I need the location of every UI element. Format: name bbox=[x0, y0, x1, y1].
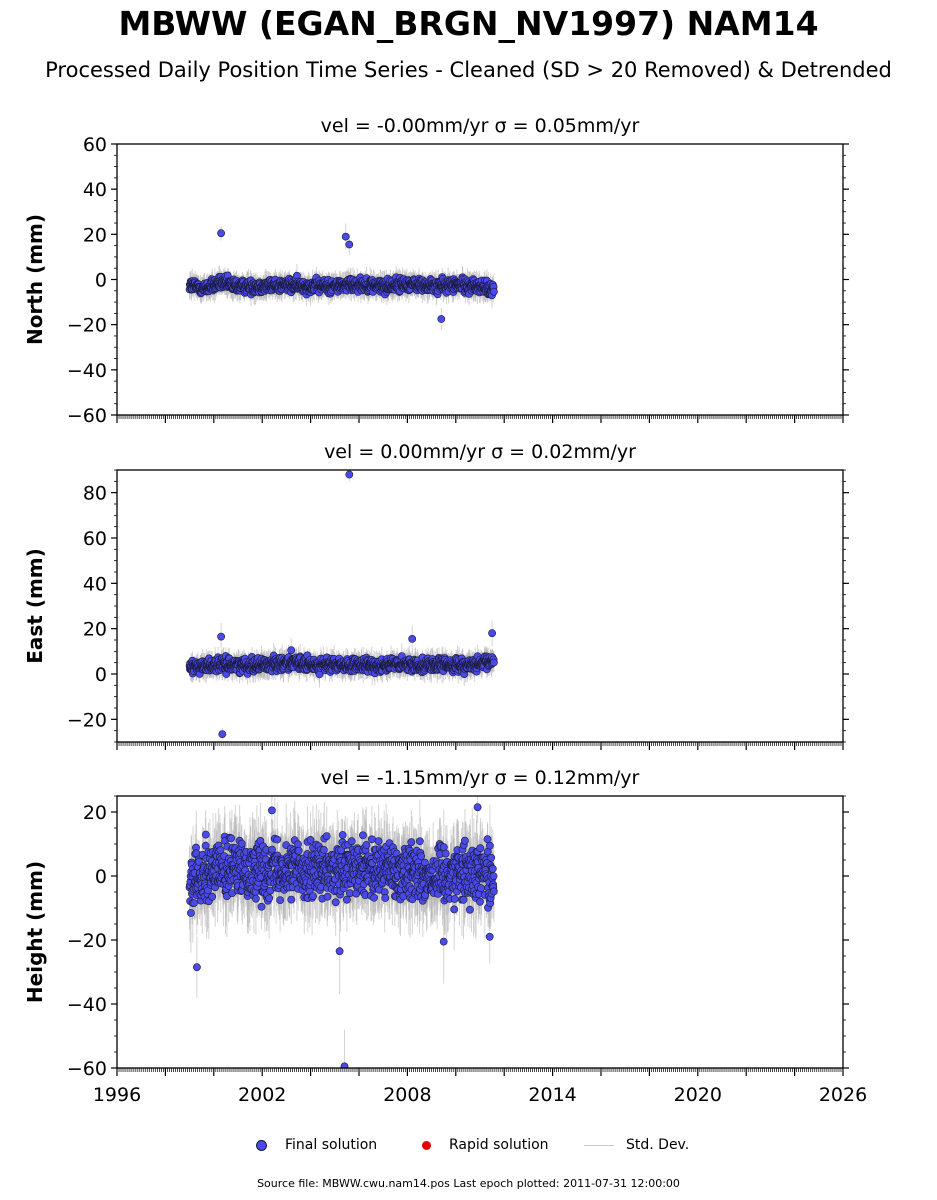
panel-north: −60 −40 −20 0 20 40 60 vel = -0.00mm/yr σ = 0.0… bbox=[23, 115, 849, 427]
y-tick-label: 0 bbox=[95, 270, 107, 292]
chart-title: MBWW (EGAN_BRGN_NV1997) NAM14 bbox=[118, 4, 819, 43]
data-point bbox=[437, 315, 446, 323]
time-series-plot: −60 −40 −20 0 20 40 60 vel = -0.00mm/yr σ = 0.0… bbox=[23, 115, 867, 1106]
y-tick-label: −20 bbox=[67, 315, 107, 337]
y-tick-label: 20 bbox=[83, 224, 107, 246]
std-dev-bars bbox=[189, 470, 495, 740]
final-solution-points bbox=[185, 229, 498, 323]
y-tick-label: −40 bbox=[67, 360, 107, 382]
final-solution-points bbox=[185, 470, 498, 738]
chart-subtitle: Processed Daily Position Time Series - C… bbox=[45, 58, 892, 82]
data-point bbox=[345, 240, 354, 249]
y-tick-label: −60 bbox=[67, 405, 107, 427]
data-point bbox=[489, 287, 498, 296]
data-point bbox=[217, 229, 225, 238]
y-tick-label: 60 bbox=[83, 134, 107, 156]
panel-title: vel = -0.00mm/yr σ = 0.05mm/yr bbox=[321, 115, 640, 137]
y-tick-label: 40 bbox=[83, 179, 107, 201]
y-axis-label: North (mm) bbox=[23, 214, 47, 345]
data-point bbox=[341, 232, 350, 241]
